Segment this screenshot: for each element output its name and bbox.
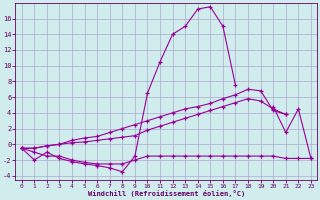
X-axis label: Windchill (Refroidissement éolien,°C): Windchill (Refroidissement éolien,°C) [88, 190, 245, 197]
